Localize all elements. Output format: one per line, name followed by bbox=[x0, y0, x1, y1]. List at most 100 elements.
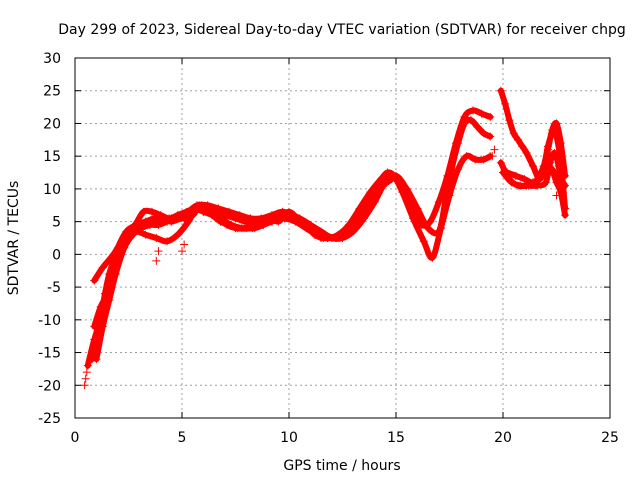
data-point-marker bbox=[220, 211, 229, 220]
series-line-track-5 bbox=[93, 202, 325, 363]
data-point-marker bbox=[543, 142, 552, 151]
data-point-marker bbox=[552, 178, 561, 187]
data-point-marker bbox=[473, 122, 482, 131]
data-point-marker bbox=[231, 214, 240, 223]
outlier-marker bbox=[488, 152, 497, 161]
data-point-marker bbox=[486, 112, 495, 121]
data-point-marker bbox=[248, 220, 257, 229]
y-tick-label: -10 bbox=[38, 313, 61, 329]
data-point-marker bbox=[109, 256, 118, 265]
series-line-track-10 bbox=[549, 166, 569, 219]
data-point-marker bbox=[156, 211, 165, 220]
y-axis-label: SDTVAR / TECUs bbox=[6, 181, 22, 296]
outlier-marker bbox=[154, 247, 163, 256]
data-point-marker bbox=[265, 214, 274, 223]
outlier-marker bbox=[82, 368, 91, 377]
data-point-marker bbox=[240, 224, 249, 233]
data-point-marker bbox=[197, 201, 206, 210]
data-point-marker bbox=[98, 322, 107, 331]
data-point-marker bbox=[516, 181, 525, 190]
data-point-marker bbox=[477, 109, 486, 118]
data-point-marker bbox=[505, 116, 514, 125]
data-point-marker bbox=[424, 224, 433, 233]
data-point-marker bbox=[556, 188, 565, 197]
data-point-marker bbox=[120, 243, 129, 252]
data-point-marker bbox=[550, 148, 559, 157]
data-point-marker bbox=[543, 162, 552, 170]
data-point-marker bbox=[370, 191, 379, 200]
data-point-marker bbox=[231, 224, 240, 233]
data-point-marker bbox=[402, 184, 411, 193]
data-point-marker bbox=[137, 224, 146, 233]
data-point-marker bbox=[130, 220, 139, 229]
data-point-marker bbox=[561, 181, 570, 190]
x-axis-label: GPS time / hours bbox=[283, 458, 400, 474]
data-point-marker bbox=[173, 230, 182, 239]
data-point-marker bbox=[274, 217, 283, 226]
data-point-marker bbox=[466, 116, 475, 125]
x-tick-label: 10 bbox=[280, 430, 298, 446]
y-tick-label: 0 bbox=[52, 247, 61, 263]
data-point-marker bbox=[163, 217, 172, 226]
data-point-marker bbox=[182, 207, 191, 216]
data-point-marker bbox=[387, 175, 396, 184]
data-point-marker bbox=[98, 263, 107, 272]
data-point-marker bbox=[188, 211, 197, 220]
data-point-marker bbox=[100, 289, 109, 298]
x-tick-label: 25 bbox=[601, 430, 619, 446]
y-tick-label: -15 bbox=[38, 346, 61, 362]
data-point-marker bbox=[434, 227, 443, 236]
chart-title: Day 299 of 2023, Sidereal Day-to-day VTE… bbox=[58, 22, 626, 38]
data-point-marker bbox=[548, 129, 557, 138]
data-point-marker bbox=[90, 276, 99, 285]
data-point-marker bbox=[447, 165, 456, 174]
outlier-marker bbox=[490, 145, 499, 154]
x-tick-label: 0 bbox=[71, 430, 80, 446]
data-point-marker bbox=[479, 155, 488, 164]
data-point-marker bbox=[503, 168, 512, 177]
series-layer bbox=[80, 86, 570, 390]
data-point-marker bbox=[496, 158, 505, 167]
data-point-marker bbox=[344, 224, 353, 233]
data-point-marker bbox=[141, 230, 150, 239]
data-point-marker bbox=[528, 178, 537, 187]
data-point-marker bbox=[128, 230, 137, 239]
data-point-marker bbox=[518, 142, 527, 151]
data-point-marker bbox=[528, 162, 537, 170]
data-point-marker bbox=[552, 119, 561, 128]
data-point-marker bbox=[441, 198, 450, 206]
data-point-marker bbox=[561, 211, 570, 220]
data-point-marker bbox=[171, 214, 180, 223]
data-point-marker bbox=[462, 152, 471, 161]
data-point-marker bbox=[349, 227, 358, 236]
data-point-marker bbox=[511, 171, 520, 180]
data-point-marker bbox=[122, 227, 131, 236]
data-point-marker bbox=[111, 270, 120, 278]
data-point-marker bbox=[92, 355, 101, 364]
data-point-marker bbox=[509, 129, 518, 138]
data-point-marker bbox=[145, 220, 154, 229]
data-point-marker bbox=[541, 178, 550, 187]
y-tick-label: -20 bbox=[38, 378, 61, 394]
outlier-marker bbox=[178, 247, 186, 256]
data-point-marker bbox=[419, 237, 428, 246]
y-tick-label: 15 bbox=[43, 149, 61, 165]
data-point-marker bbox=[479, 129, 488, 138]
data-point-marker bbox=[291, 214, 300, 223]
data-point-marker bbox=[257, 220, 266, 229]
data-point-marker bbox=[548, 165, 557, 174]
data-point-marker bbox=[205, 207, 214, 216]
data-point-marker bbox=[379, 181, 388, 190]
data-point-marker bbox=[214, 214, 223, 223]
data-point-marker bbox=[454, 139, 463, 148]
series-line-track-8 bbox=[500, 149, 566, 196]
y-tick-label: 25 bbox=[43, 84, 61, 100]
labels-layer: 0 5 10 15 20 25 -25 -20 -15 -10 -5 0 5 10 15 20 25 30 bbox=[38, 51, 619, 446]
data-point-marker bbox=[222, 220, 231, 229]
outlier-marker bbox=[552, 191, 561, 200]
data-point-marker bbox=[471, 155, 480, 164]
series-line-track-4 bbox=[89, 176, 395, 363]
data-point-marker bbox=[552, 132, 561, 141]
data-point-marker bbox=[460, 119, 469, 128]
